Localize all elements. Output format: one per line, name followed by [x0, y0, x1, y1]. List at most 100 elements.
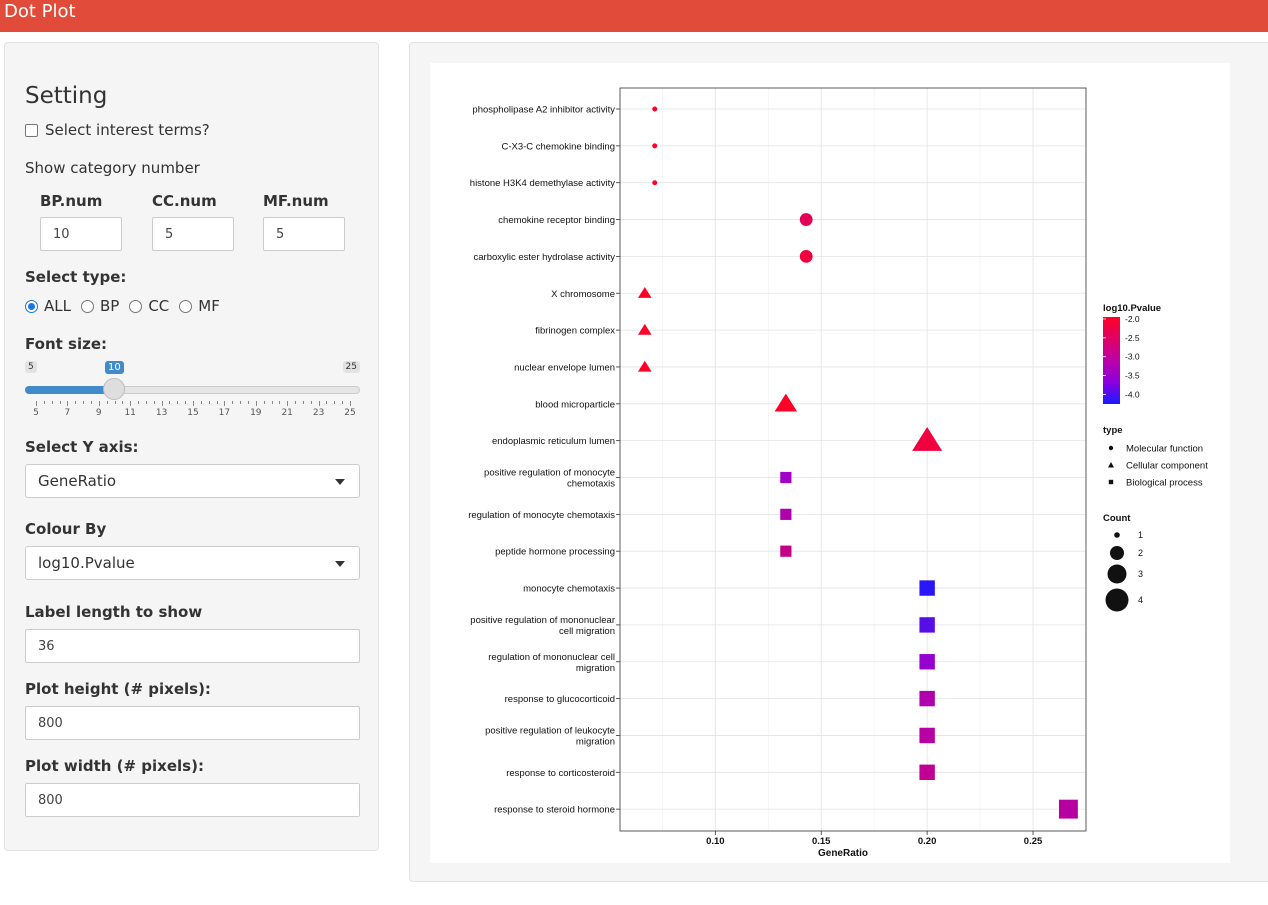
y-tick-label: response to glucocorticoid	[505, 694, 615, 705]
legend-count-marker	[1107, 564, 1127, 584]
point-biological-process	[919, 727, 935, 744]
slider-tick-label: 21	[281, 408, 293, 418]
slider-minor-tick	[279, 401, 281, 404]
slider-minor-tick	[334, 401, 336, 404]
y-tick-label: response to steroid hormone	[494, 805, 615, 816]
slider-minor-tick	[83, 401, 85, 404]
chevron-down-icon	[335, 479, 345, 485]
y-tick-label: blood microparticle	[535, 399, 615, 410]
slider-minor-tick	[263, 401, 265, 404]
slider-minor-tick	[295, 401, 297, 404]
slider-minor-tick	[90, 401, 92, 404]
interest-terms-checkbox[interactable]	[25, 123, 38, 137]
settings-sidebar: Setting Select interest terms? Show cate…	[4, 42, 379, 851]
plot-width-input[interactable]: 800	[25, 783, 360, 817]
radio-cc[interactable]	[129, 299, 143, 313]
type-option-label: ALL	[44, 297, 71, 315]
legend-count-label: 4	[1138, 595, 1143, 605]
legend-colorbar-label: -2.0	[1125, 314, 1140, 324]
slider-minor-tick	[216, 401, 218, 404]
font-size-slider[interactable]: 5 10 25 5 7 9 11 13 15 17 19 21 23 25	[25, 359, 360, 419]
legend-count-marker	[1114, 532, 1120, 538]
app-title: Dot Plot	[4, 1, 76, 22]
plot-height-label: Plot height (# pixels):	[25, 680, 211, 698]
y-tick-label: chemokine receptor binding	[498, 215, 615, 226]
point-biological-process	[919, 764, 935, 780]
point-cellular-component	[637, 323, 652, 335]
slider-minor-tick	[271, 401, 273, 404]
slider-minor-tick	[122, 401, 124, 404]
type-option-label: BP	[99, 297, 120, 315]
slider-fill	[25, 386, 113, 394]
slider-minor-tick	[169, 401, 171, 404]
slider-tick	[318, 401, 320, 406]
slider-minor-tick	[59, 401, 61, 404]
plot-width-label: Plot width (# pixels):	[25, 757, 204, 775]
slider-minor-tick	[106, 401, 108, 404]
slider-minor-tick	[51, 401, 53, 404]
radio-all[interactable]	[25, 299, 38, 313]
cc-num-input[interactable]: 5	[152, 217, 234, 251]
interest-terms-label: Select interest terms?	[45, 121, 210, 139]
y-tick-label: migration	[576, 736, 615, 747]
type-option-bp[interactable]: BP	[80, 297, 120, 315]
slider-minor-tick	[302, 401, 304, 404]
slider-tick-label: 13	[155, 408, 168, 418]
slider-minor-tick	[138, 401, 140, 404]
legend-colorbar	[1103, 317, 1120, 404]
radio-mf[interactable]	[179, 299, 193, 313]
y-axis-label: Select Y axis:	[25, 438, 139, 456]
slider-tick-label: 9	[95, 408, 102, 418]
slider-tick	[161, 401, 163, 406]
interest-terms-checkbox-row[interactable]: Select interest terms?	[25, 121, 210, 139]
type-radio-group: ALL BP CC MF	[25, 297, 230, 315]
dot-plot-chart: phospholipase A2 inhibitor activity C-X3-…	[468, 87, 1208, 859]
colour-by-select[interactable]: log10.Pvalue	[25, 546, 360, 580]
slider-minor-tick	[153, 401, 155, 404]
slider-minor-tick	[240, 401, 242, 404]
category-number-label: Show category number	[25, 159, 200, 177]
legend-square-marker	[1108, 479, 1114, 485]
legend-triangle-marker	[1108, 462, 1114, 468]
label-length-input[interactable]: 36	[25, 629, 360, 663]
point-biological-process	[919, 654, 935, 670]
slider-min-label: 5	[25, 361, 37, 373]
bp-num-input[interactable]: 10	[40, 217, 122, 251]
legend-colorbar-label: -3.5	[1125, 371, 1140, 381]
slider-minor-tick	[145, 401, 147, 404]
slider-ticks: 5 7 9 11 13 15 17 19 21 23 25	[25, 401, 360, 419]
mf-num-label: MF.num	[263, 192, 329, 210]
x-tick-label: 0.20	[918, 836, 937, 847]
type-option-mf[interactable]: MF	[179, 297, 220, 315]
y-tick-label: peptide hormone processing	[495, 547, 615, 558]
legend-count-title: Count	[1103, 513, 1131, 524]
legend-count-label: 2	[1138, 548, 1143, 558]
font-size-label: Font size:	[25, 335, 107, 353]
slider-tick	[98, 401, 100, 406]
radio-bp[interactable]	[80, 299, 94, 313]
point-cellular-component	[637, 360, 652, 372]
legend-count-label: 3	[1138, 569, 1143, 579]
plot-height-input[interactable]: 800	[25, 706, 360, 740]
slider-minor-tick	[43, 401, 45, 404]
y-tick-label: nuclear envelope lumen	[514, 362, 615, 373]
point-cellular-component	[912, 427, 943, 451]
colour-by-label: Colour By	[25, 520, 107, 538]
y-tick-label: phospholipase A2 inhibitor activity	[472, 105, 615, 116]
type-option-cc[interactable]: CC	[129, 297, 169, 315]
y-tick-label: monocyte chemotaxis	[523, 584, 615, 595]
slider-handle[interactable]	[103, 378, 125, 400]
slider-tick	[67, 401, 69, 406]
y-tick-label: positive regulation of mononuclear	[470, 615, 615, 626]
y-axis-select[interactable]: GeneRatio	[25, 464, 360, 498]
label-length-label: Label length to show	[25, 603, 203, 621]
slider-tick	[224, 401, 226, 406]
y-tick-label: cell migration	[559, 626, 615, 637]
type-option-all[interactable]: ALL	[25, 297, 71, 315]
point-cellular-component	[637, 287, 652, 298]
type-option-label: MF	[198, 297, 220, 315]
mf-num-input[interactable]: 5	[263, 217, 345, 251]
slider-minor-tick	[342, 401, 344, 404]
sidebar-title: Setting	[25, 83, 108, 109]
y-tick-label: regulation of monocyte chemotaxis	[468, 510, 615, 521]
